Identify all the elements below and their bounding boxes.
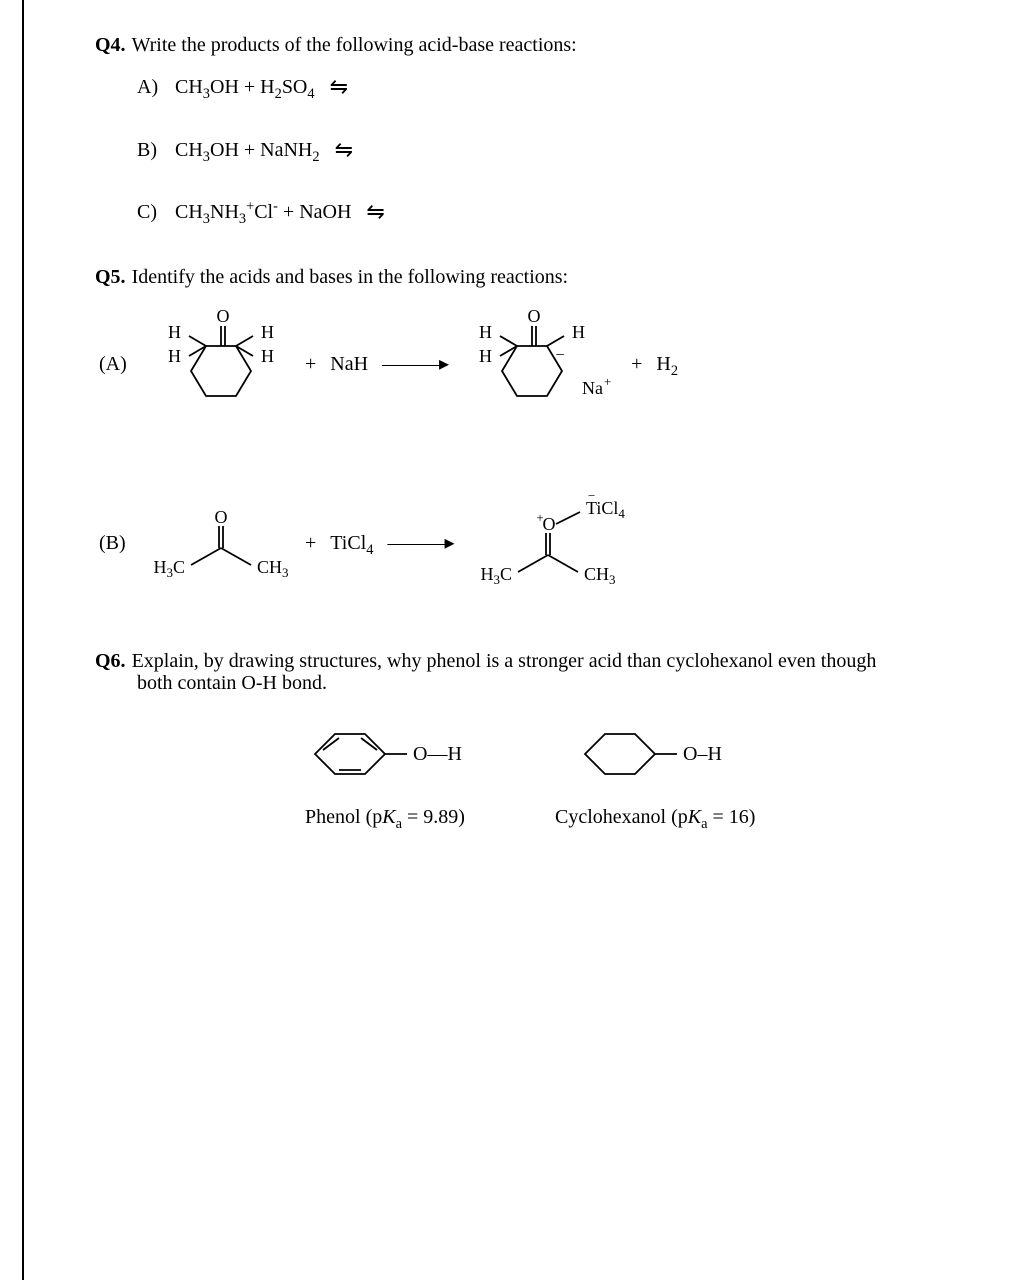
page: Q4. Write the products of the following …: [0, 0, 1010, 1280]
q4-c-lhs: CH3NH3+Cl- + NaOH: [175, 201, 351, 223]
q4-item-c: C) CH3NH3+Cl- + NaOH ⇋: [137, 197, 950, 226]
svg-text:H: H: [479, 322, 492, 342]
q4-item-a: A) CH3OH + H2SO4 ⇋: [137, 72, 950, 101]
q5-block: Q5. Identify the acids and bases in the …: [95, 264, 950, 592]
svg-text:O: O: [542, 514, 555, 534]
q4-c-label: C): [137, 199, 165, 225]
q4-b-lhs: CH3OH + NaNH2: [175, 139, 320, 161]
q4-items: A) CH3OH + H2SO4 ⇋ B) CH3OH + NaNH2 ⇋ C): [137, 72, 950, 226]
svg-text:H: H: [572, 322, 585, 342]
cyclohexanol-structure: O–H: [555, 714, 755, 794]
q5-header: Q5. Identify the acids and bases in the …: [95, 264, 950, 290]
plus: +: [305, 351, 316, 377]
q6-molecules: O—H Phenol (pKa = 9.89) O–H Cyclohexanol…: [285, 714, 950, 830]
plus: +: [631, 351, 642, 377]
q4-header: Q4. Write the products of the following …: [95, 32, 950, 58]
svg-text:Na: Na: [582, 378, 603, 398]
q5-b-label: (B): [99, 530, 137, 556]
svg-text:−: −: [588, 494, 595, 503]
arrow-icon: ———▸: [382, 351, 448, 377]
q4-prompt: Write the products of the following acid…: [132, 32, 577, 58]
q4-number: Q4.: [95, 32, 126, 58]
oh-label: O–H: [683, 743, 722, 765]
svg-text:O: O: [528, 306, 541, 326]
equil-symbol: ⇋: [335, 137, 353, 162]
q5-a-row: (A) O H H H H + NaH ———▸: [99, 304, 950, 424]
cyclohexanone-reactant: O H H H H: [151, 304, 291, 424]
svg-text:H: H: [168, 346, 181, 366]
svg-text:H: H: [261, 322, 274, 342]
equil-symbol: ⇋: [366, 199, 384, 224]
q5-a-label: (A): [99, 351, 137, 377]
q4-block: Q4. Write the products of the following …: [95, 32, 950, 226]
svg-text:H3C: H3C: [153, 557, 185, 580]
svg-text:O: O: [215, 507, 228, 527]
q4-a-label: A): [137, 74, 165, 100]
q5-prompt: Identify the acids and bases in the foll…: [132, 264, 569, 290]
q5-b-row: (B) O H3C CH3 + TiCl4 ———▸: [99, 494, 950, 592]
q4-a-lhs: CH3OH + H2SO4: [175, 76, 315, 98]
oh-label: O—H: [413, 743, 462, 765]
svg-text:H: H: [261, 346, 274, 366]
q5-a-h2: H2: [656, 351, 678, 377]
phenol-col: O—H Phenol (pKa = 9.89): [285, 714, 485, 830]
q4-c-eq: CH3NH3+Cl- + NaOH ⇋: [175, 197, 385, 226]
svg-text:+: +: [536, 510, 543, 525]
svg-text:H3C: H3C: [480, 564, 512, 587]
q5-a-reagent: NaH: [330, 351, 368, 377]
q4-b-eq: CH3OH + NaNH2 ⇋: [175, 135, 353, 164]
cyclohexanol-col: O–H Cyclohexanol (pKa = 16): [555, 714, 755, 830]
equil-symbol: ⇋: [330, 74, 348, 99]
plus: +: [305, 530, 316, 556]
phenol-structure: O—H: [285, 714, 485, 794]
q4-b-label: B): [137, 137, 165, 163]
svg-text:CH3: CH3: [584, 564, 616, 587]
svg-text:CH3: CH3: [257, 557, 289, 580]
q4-a-eq: CH3OH + H2SO4 ⇋: [175, 72, 348, 101]
q4-item-b: B) CH3OH + NaNH2 ⇋: [137, 135, 950, 164]
svg-text:−: −: [556, 347, 565, 364]
cyclohexanol-caption: Cyclohexanol (pKa = 16): [555, 804, 755, 830]
arrow-icon: ———▸: [387, 530, 453, 556]
q6-block: Q6. Explain, by drawing structures, why …: [95, 648, 950, 830]
acetone-ticl4-adduct: O + TiCl4 − H3C CH3: [468, 494, 668, 592]
phenol-caption: Phenol (pKa = 9.89): [305, 804, 465, 830]
svg-text:H: H: [479, 346, 492, 366]
q5-b-reagent: TiCl4: [330, 530, 373, 556]
cyclohexanone-enolate: O H H H − Na +: [462, 304, 617, 424]
svg-text:H: H: [168, 322, 181, 342]
q6-number: Q6.: [95, 648, 126, 674]
svg-text:+: +: [604, 374, 611, 389]
acetone-reactant: O H3C CH3: [151, 503, 291, 583]
q5-number: Q5.: [95, 264, 126, 290]
o-label: O: [217, 306, 230, 326]
